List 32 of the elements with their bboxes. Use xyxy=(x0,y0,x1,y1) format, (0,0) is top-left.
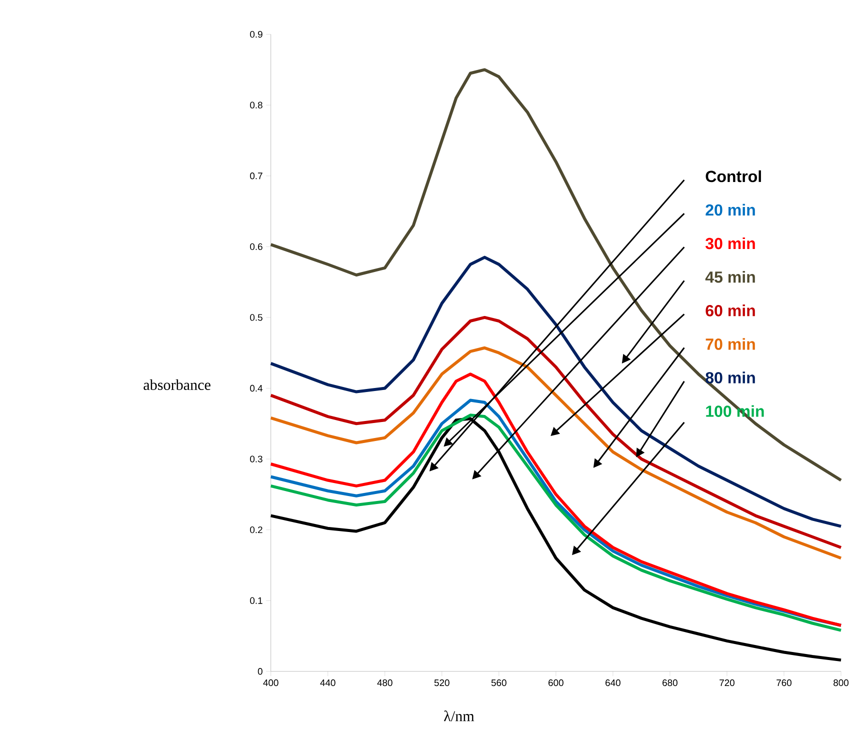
x-axis-title: λ/nm xyxy=(444,710,474,722)
y-tick-label: 0.8 xyxy=(250,102,262,108)
y-tick-label: 0.5 xyxy=(250,314,262,321)
y-tick-label: 0.2 xyxy=(250,526,262,534)
y-tick-label: 0.6 xyxy=(250,243,262,250)
text: 80 min xyxy=(706,372,755,384)
y-tick-label: 0.7 xyxy=(250,172,262,180)
x-tick-label: 760 xyxy=(776,679,792,686)
y-tick-label: 0.3 xyxy=(250,456,262,462)
y-tick-label: 0 xyxy=(258,668,262,675)
x-tick-label: 560 xyxy=(491,679,506,686)
text: 45 min xyxy=(705,270,755,283)
text: 60 min xyxy=(706,304,755,316)
x-tick-label: 600 xyxy=(548,679,564,686)
y-tick-label: 0.1 xyxy=(250,597,262,604)
x-tick-label: 520 xyxy=(434,679,450,686)
line-series xyxy=(269,316,843,549)
x-tick-label: 720 xyxy=(720,679,734,686)
y-tick-label: 0.9 xyxy=(250,30,262,38)
x-tick-label: 680 xyxy=(662,679,678,686)
line-series xyxy=(269,68,843,482)
text: 20 min xyxy=(706,204,755,216)
text: 70 min xyxy=(706,338,755,350)
x-tick-label: 800 xyxy=(834,679,848,686)
x-tick-label: 440 xyxy=(320,679,336,686)
y-axis-title: absorbance xyxy=(144,379,210,390)
text: Control xyxy=(706,170,761,182)
y-tick-label: 0.4 xyxy=(250,384,263,392)
x-tick-label: 480 xyxy=(377,679,392,686)
x-tick-label: 400 xyxy=(263,679,278,686)
x-tick-label: 640 xyxy=(606,679,620,686)
text: 30 min xyxy=(706,237,755,250)
